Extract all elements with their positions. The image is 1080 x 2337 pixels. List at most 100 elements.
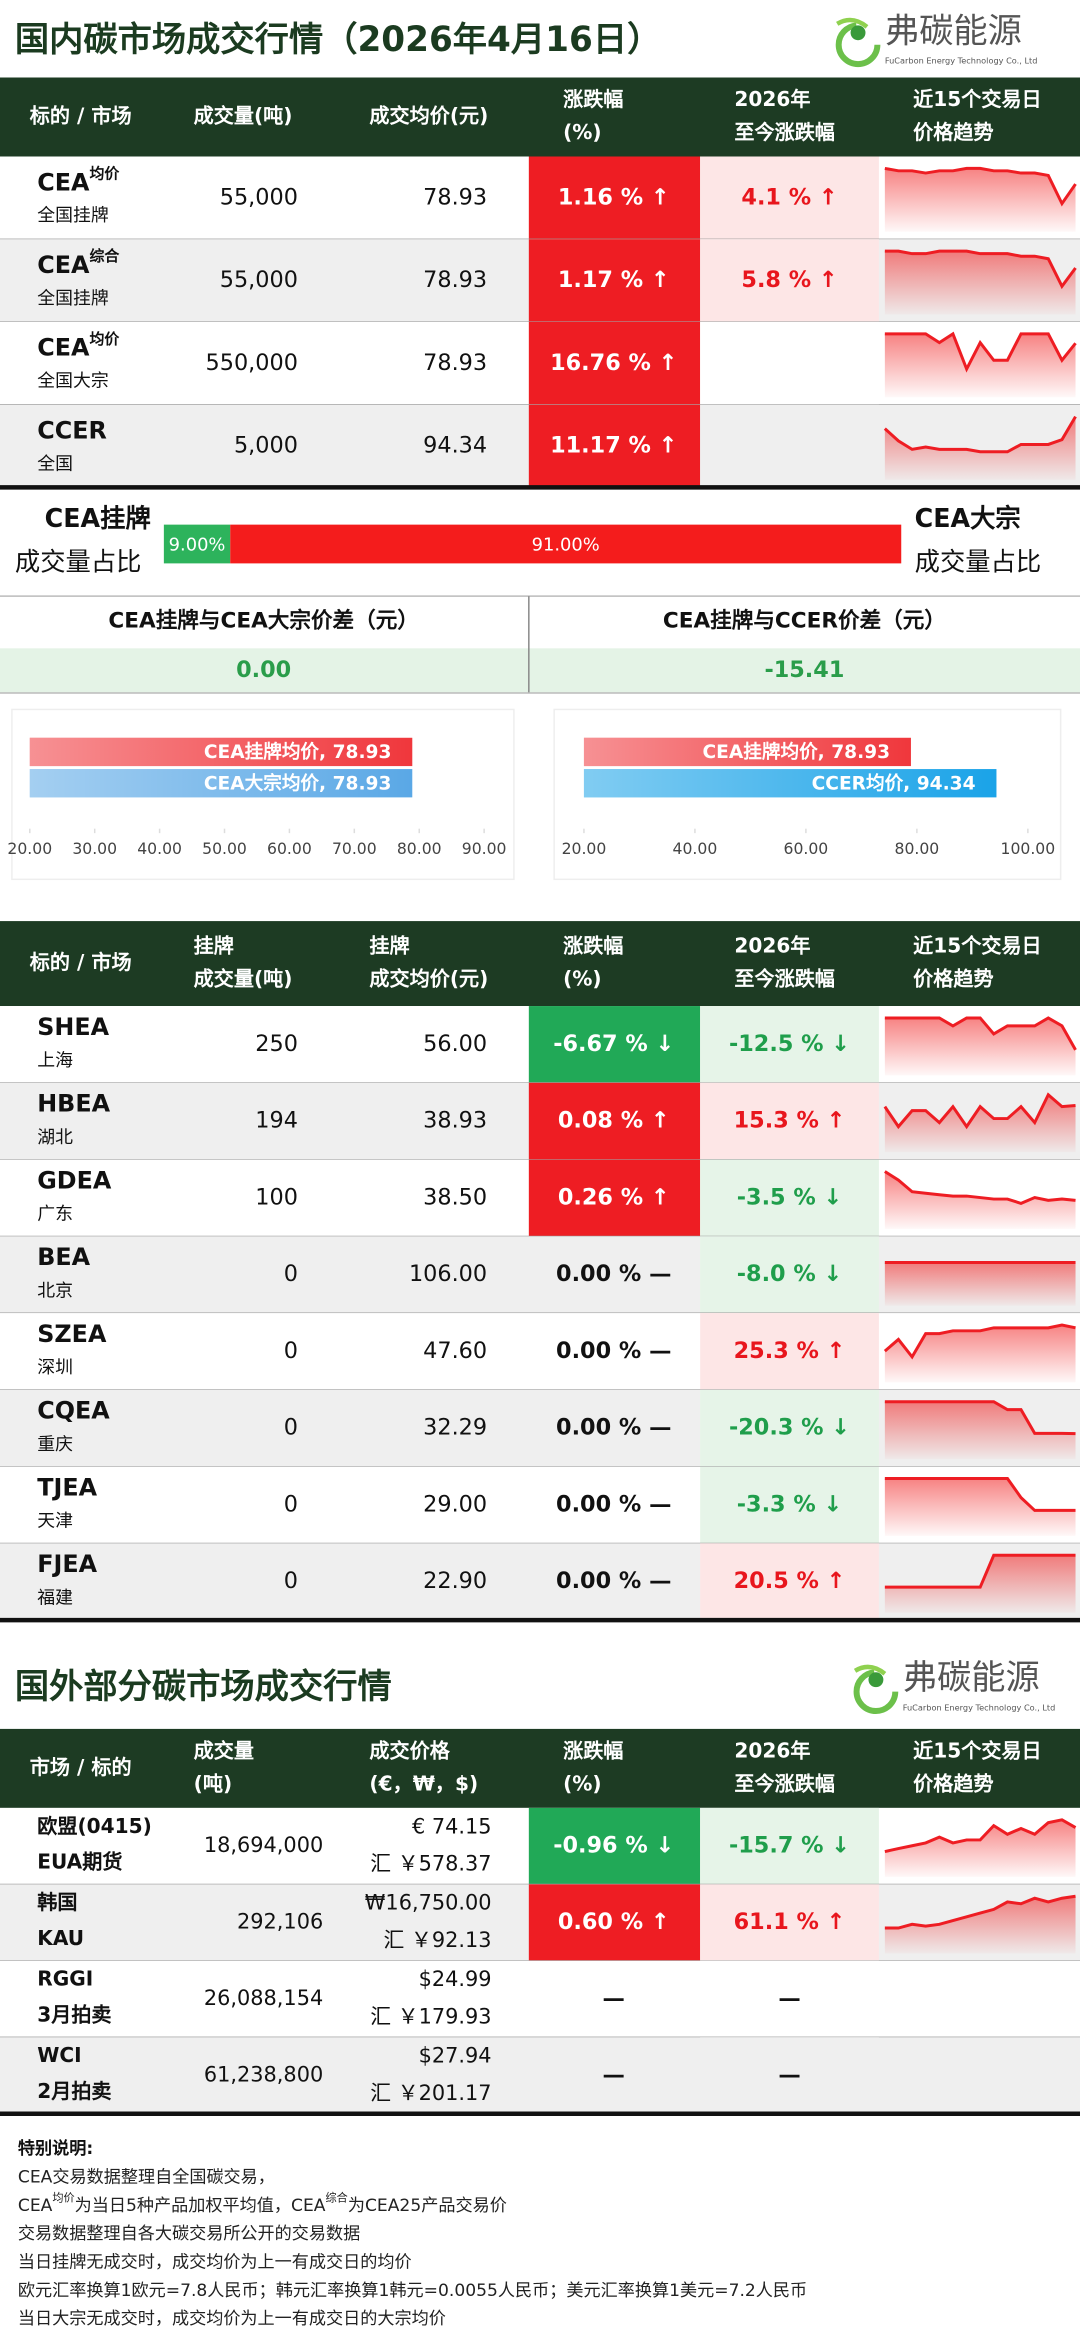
column-header: 成交均价(元) <box>369 103 488 127</box>
change-value: 1.17 % ↑ <box>558 267 670 293</box>
price: € 74.15 <box>412 1814 492 1838</box>
bar-label: CEA大宗均价, 78.93 <box>204 772 392 794</box>
change-cell <box>528 156 701 240</box>
code-text: CEA <box>37 168 90 196</box>
ytd-value: 20.5 % ↑ <box>734 1568 846 1594</box>
volume: 100 <box>255 1184 298 1210</box>
spread-title: CEA挂牌与CEA大宗价差（元） <box>108 608 418 634</box>
spread-value: -15.41 <box>764 657 844 683</box>
ytd-cell <box>700 404 879 488</box>
column-header: (%) <box>563 1771 602 1795</box>
ytd-value: -8.0 % ↓ <box>737 1261 843 1287</box>
note-text: 欧元汇率换算1欧元=7.8人民币；韩元汇率换算1韩元=0.0055人民币；美元汇… <box>18 2281 807 2301</box>
ytd-cell <box>700 1006 879 1083</box>
ytd-value: 4.1 % ↑ <box>741 184 837 210</box>
ratio-label: CEA挂牌 <box>45 503 151 533</box>
note-line: 交易数据整理自各大碳交易所公开的交易数据 <box>18 2224 360 2244</box>
note-line: CEA均价为当日5种产品加权平均值，CEA综合为CEA25产品交易价 <box>18 2190 507 2215</box>
market: 全国挂牌 <box>37 288 109 309</box>
code-text: CCER <box>37 416 107 444</box>
code: FJEA <box>37 1550 97 1578</box>
trend-line <box>884 1170 1076 1205</box>
volume: 0 <box>284 1415 298 1441</box>
code: CEA均价 <box>37 164 119 195</box>
product: KAU <box>37 1926 84 1950</box>
price-cny: 汇 ￥92.13 <box>384 1928 492 1952</box>
ytd-value: 15.3 % ↑ <box>734 1108 846 1134</box>
ytd-cell <box>700 1543 879 1621</box>
volume: 18,694,000 <box>204 1833 323 1857</box>
code: SZEA <box>37 1320 107 1348</box>
market: 重庆 <box>37 1434 73 1455</box>
change-value: -6.67 % ↓ <box>553 1031 674 1057</box>
ytd-value: -3.5 % ↓ <box>737 1184 843 1210</box>
logo-name: 弗碳能源 <box>885 11 1022 51</box>
code: GDEA <box>37 1166 112 1194</box>
ratio-segment <box>163 524 231 564</box>
trend-area <box>884 333 1076 398</box>
section-title: 国外部分碳市场成交行情 <box>15 1667 392 1707</box>
bar-highlight <box>583 737 911 767</box>
price: 38.50 <box>423 1184 487 1210</box>
note-text: 为当日5种产品加权平均值，CEA <box>75 2196 326 2216</box>
market: 深圳 <box>37 1357 73 1378</box>
bar-label: CCER均价, 94.34 <box>812 772 976 794</box>
code-superscript: 均价 <box>89 330 119 348</box>
x-tick-label: 20.00 <box>562 839 607 858</box>
table-header <box>0 1728 1080 1808</box>
ytd-cell <box>700 2037 879 2114</box>
ytd-cell <box>700 156 879 240</box>
price: 22.90 <box>423 1568 487 1594</box>
code-superscript: 综合 <box>89 247 119 265</box>
price: 56.00 <box>423 1031 487 1057</box>
code-text: CEA <box>37 333 90 361</box>
trend-line <box>884 331 1077 373</box>
trend-line <box>884 1894 1076 1930</box>
price: $24.99 <box>419 1967 492 1991</box>
column-header: 成交量(吨) <box>194 966 293 990</box>
price-cny: 汇 ￥201.17 <box>370 2081 491 2105</box>
code: SHEA <box>37 1013 109 1041</box>
change-cell <box>528 1006 701 1083</box>
price: 106.00 <box>409 1261 487 1287</box>
change-value: 16.76 % ↑ <box>550 350 677 376</box>
ratio-label: 成交量占比 <box>15 546 142 576</box>
bar-label: CEA挂牌均价, 78.93 <box>703 741 891 763</box>
volume: 61,238,800 <box>204 2062 323 2086</box>
column-header: 2026年 <box>734 1739 810 1763</box>
x-tick-label: 90.00 <box>462 839 507 858</box>
code: CCER <box>37 416 107 444</box>
x-tick-label: 80.00 <box>397 839 442 858</box>
change-value: 0.00 % — <box>556 1338 671 1364</box>
change-value: -0.96 % ↓ <box>553 1833 674 1859</box>
trend-area <box>884 1017 1076 1076</box>
change-value: 0.00 % — <box>556 1568 671 1594</box>
logo-icon <box>853 1669 899 1714</box>
trend-area <box>884 1262 1076 1306</box>
ytd-cell <box>700 1082 879 1160</box>
ytd-cell <box>700 1389 879 1467</box>
bar-highlight <box>29 737 413 767</box>
market: 全国大宗 <box>37 371 108 392</box>
bar-highlight <box>583 769 997 798</box>
x-tick-label: 20.00 <box>7 839 52 858</box>
change-cell <box>528 1082 701 1160</box>
volume: 5,000 <box>234 433 298 459</box>
ytd-cell <box>700 239 879 322</box>
column-header: 近15个交易日 <box>913 87 1042 111</box>
market: 福建 <box>37 1587 73 1608</box>
column-header: 市场 / 标的 <box>30 1755 132 1779</box>
x-tick-label: 100.00 <box>1001 839 1056 858</box>
volume: 0 <box>284 1568 298 1594</box>
column-header: 价格趋势 <box>913 966 993 990</box>
price: 47.60 <box>423 1338 487 1364</box>
change-value: 0.08 % ↑ <box>558 1108 670 1134</box>
code: BEA <box>37 1243 90 1271</box>
trend-area <box>884 1819 1076 1877</box>
table-header <box>0 77 1080 157</box>
note-text: 交易数据整理自各大碳交易所公开的交易数据 <box>18 2224 360 2244</box>
row-background <box>0 1960 1080 2038</box>
trend-area <box>884 168 1076 232</box>
ytd-cell <box>700 1884 879 1961</box>
trend-line <box>884 166 1077 207</box>
